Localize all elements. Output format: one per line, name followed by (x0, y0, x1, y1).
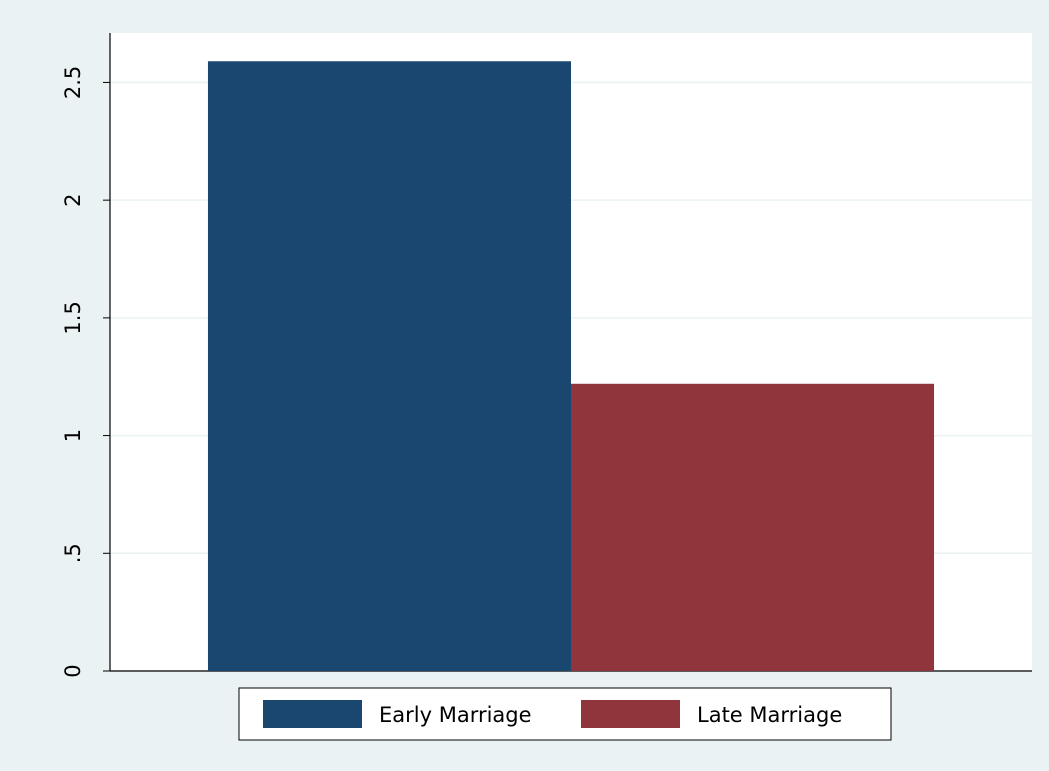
y-tick-label: 2.5 (61, 66, 85, 99)
y-tick-label: 1 (61, 429, 85, 442)
legend-label: Late Marriage (697, 703, 842, 727)
legend-swatch (263, 700, 362, 728)
bar (207, 61, 571, 672)
y-tick-label: 1.5 (61, 301, 85, 334)
y-tick-label: 0 (61, 664, 85, 677)
y-tick-label: 2 (61, 193, 85, 206)
y-tick-label: .5 (61, 543, 85, 563)
legend-swatch (581, 700, 680, 728)
legend-label: Early Marriage (379, 703, 532, 727)
bar (571, 383, 935, 671)
